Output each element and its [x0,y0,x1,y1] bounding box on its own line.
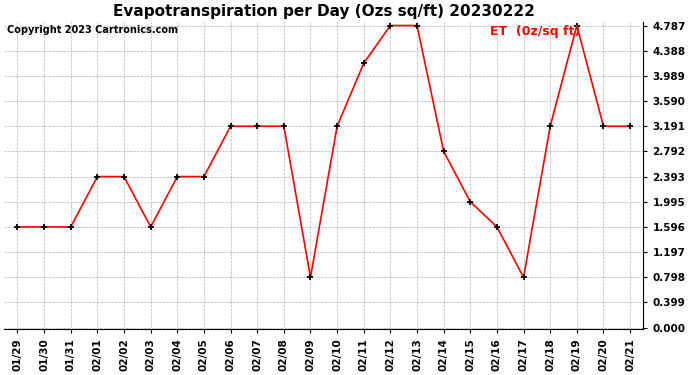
ET  (0z/sq ft) [93,174,101,179]
ET  (0z/sq ft) [626,124,634,129]
ET  (0z/sq ft) [253,124,262,129]
ET  (0z/sq ft) [386,23,395,28]
ET  (0z/sq ft) [520,275,528,279]
Text: ET  (0z/sq ft): ET (0z/sq ft) [490,25,580,38]
ET  (0z/sq ft) [306,275,315,279]
Text: Copyright 2023 Cartronics.com: Copyright 2023 Cartronics.com [8,25,178,35]
ET  (0z/sq ft) [546,124,554,129]
ET  (0z/sq ft) [40,225,48,229]
ET  (0z/sq ft) [333,124,342,129]
ET  (0z/sq ft) [226,124,235,129]
Line: ET  (0z/sq ft): ET (0z/sq ft) [14,22,633,281]
ET  (0z/sq ft) [493,225,501,229]
Title: Evapotranspiration per Day (Ozs sq/ft) 20230222: Evapotranspiration per Day (Ozs sq/ft) 2… [113,4,535,19]
ET  (0z/sq ft) [279,124,288,129]
ET  (0z/sq ft) [146,225,155,229]
ET  (0z/sq ft) [359,61,368,66]
ET  (0z/sq ft) [466,200,475,204]
ET  (0z/sq ft) [413,23,421,28]
ET  (0z/sq ft) [573,23,581,28]
ET  (0z/sq ft) [173,174,181,179]
ET  (0z/sq ft) [440,149,448,154]
ET  (0z/sq ft) [67,225,75,229]
ET  (0z/sq ft) [13,225,21,229]
ET  (0z/sq ft) [120,174,128,179]
ET  (0z/sq ft) [600,124,608,129]
ET  (0z/sq ft) [200,174,208,179]
